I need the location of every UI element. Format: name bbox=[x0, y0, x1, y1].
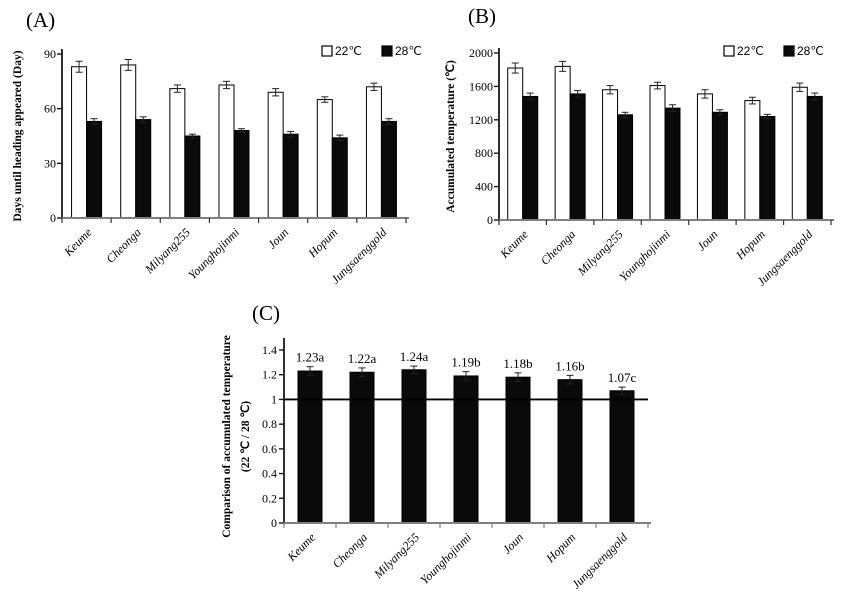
y-tick-label: 1.4 bbox=[262, 343, 277, 357]
x-category-label: Hopum bbox=[732, 227, 768, 263]
bar bbox=[365, 86, 382, 219]
bar bbox=[609, 390, 635, 524]
bar bbox=[602, 89, 619, 221]
bar bbox=[453, 375, 479, 524]
bar bbox=[184, 135, 201, 219]
x-category-label: Younghojinmi bbox=[417, 530, 474, 587]
bar bbox=[380, 120, 397, 219]
y-tick-label: 0.8 bbox=[262, 417, 277, 431]
x-category-label: Joun bbox=[265, 225, 291, 251]
bar bbox=[744, 100, 761, 221]
y-tick-label: 0 bbox=[487, 213, 493, 227]
bar bbox=[135, 119, 152, 219]
x-category-label: Cheonga bbox=[538, 227, 579, 268]
legend-label: 22℃ bbox=[335, 44, 362, 58]
x-category-label: Joun bbox=[694, 227, 720, 253]
legend-label: 28℃ bbox=[797, 44, 824, 58]
bar bbox=[86, 120, 103, 219]
x-category-label: Milyang255 bbox=[141, 225, 193, 277]
bar bbox=[297, 370, 323, 524]
x-category-label: Hopum bbox=[543, 530, 579, 566]
y-tick-label: 400 bbox=[475, 180, 493, 194]
bar-value-label: 1.23a bbox=[296, 350, 325, 365]
y-tick-label: 0.2 bbox=[262, 491, 277, 505]
legend-swatch bbox=[723, 45, 735, 57]
bar bbox=[282, 133, 299, 219]
x-category-label: Cheonga bbox=[330, 530, 371, 571]
y-tick-label: 1.2 bbox=[262, 368, 277, 382]
bar bbox=[664, 107, 681, 221]
legend-label: 28℃ bbox=[395, 44, 422, 58]
legend-swatch bbox=[321, 45, 333, 57]
bar-value-label: 1.24a bbox=[400, 349, 429, 364]
bar bbox=[507, 67, 524, 221]
bar bbox=[169, 88, 186, 219]
legend-swatch bbox=[381, 45, 393, 57]
bar bbox=[349, 371, 375, 524]
bar-value-label: 1.07c bbox=[608, 370, 637, 385]
y-tick-label: 0 bbox=[50, 211, 56, 225]
y-axis-label: Comparison of accumulated temperature bbox=[221, 335, 233, 538]
panel-a-label: (A) bbox=[26, 8, 56, 32]
y-axis-label: Accumulated temperature (℃) bbox=[444, 60, 457, 213]
bar-value-label: 1.16b bbox=[555, 358, 584, 373]
bar bbox=[617, 114, 634, 221]
x-category-label: Keume bbox=[284, 530, 319, 565]
y-tick-label: 800 bbox=[475, 146, 493, 160]
bar bbox=[569, 93, 586, 221]
bar bbox=[71, 66, 88, 219]
panel-b-label: (B) bbox=[468, 4, 496, 28]
legend-swatch bbox=[783, 45, 795, 57]
bar bbox=[806, 95, 823, 221]
bar bbox=[120, 64, 137, 219]
y-axis-label: (22 ℃ / 28 ℃) bbox=[239, 401, 252, 472]
x-category-label: Hopum bbox=[305, 225, 341, 261]
y-tick-label: 1200 bbox=[469, 113, 493, 127]
legend-label: 22℃ bbox=[737, 44, 764, 58]
bar bbox=[218, 84, 235, 219]
bar bbox=[557, 379, 583, 524]
y-tick-label: 1 bbox=[271, 392, 277, 406]
bar bbox=[554, 65, 571, 221]
panel-c-chart: 1.23a 1.22a 1.24a 1.19b 1.18b 1.16b 1.07c 0 0.2 0… bbox=[221, 335, 651, 592]
panel-b-chart: 0 400 800 1200 1600 2000 Keume CheongaMilyang25… bbox=[444, 44, 834, 288]
bar bbox=[331, 137, 348, 219]
bar bbox=[649, 85, 666, 221]
y-tick-label: 90 bbox=[44, 47, 56, 61]
bar bbox=[759, 115, 776, 221]
x-category-label: Milyang255 bbox=[574, 227, 626, 279]
bar bbox=[316, 99, 333, 219]
bar-value-label: 1.18b bbox=[503, 356, 532, 371]
x-category-label: Keume bbox=[497, 227, 532, 262]
bar bbox=[401, 369, 427, 524]
bar bbox=[522, 95, 539, 221]
x-category-label: Keume bbox=[61, 225, 96, 260]
bar-value-label: 1.22a bbox=[348, 351, 377, 366]
panel-c-label: (C) bbox=[252, 301, 280, 325]
bar bbox=[711, 111, 728, 221]
y-tick-label: 0.6 bbox=[262, 442, 277, 456]
x-category-label: Younghojinmi bbox=[616, 227, 673, 284]
y-tick-label: 30 bbox=[44, 156, 56, 170]
x-category-label: Milyang255 bbox=[371, 530, 423, 582]
y-tick-label: 1600 bbox=[469, 79, 493, 93]
y-tick-label: 0.4 bbox=[262, 467, 277, 481]
x-category-label: Jungsaenggold bbox=[569, 530, 631, 592]
y-tick-label: 2000 bbox=[469, 46, 493, 60]
bar bbox=[233, 130, 250, 219]
bar-value-label: 1.19b bbox=[451, 355, 480, 370]
y-tick-label: 0 bbox=[271, 516, 277, 530]
y-axis-label: Days until heading appeared (Day) bbox=[12, 50, 24, 221]
y-tick-label: 60 bbox=[44, 102, 56, 116]
panel-a-chart: 0 30 60 90 Keume CheongaMilyang255Younghojinm… bbox=[12, 44, 422, 286]
x-category-label: Cheonga bbox=[103, 225, 144, 266]
bar bbox=[791, 86, 808, 221]
x-category-label: Joun bbox=[500, 530, 526, 556]
bar bbox=[267, 91, 284, 219]
x-category-label: Younghojinmi bbox=[185, 225, 242, 282]
bar bbox=[696, 93, 713, 221]
